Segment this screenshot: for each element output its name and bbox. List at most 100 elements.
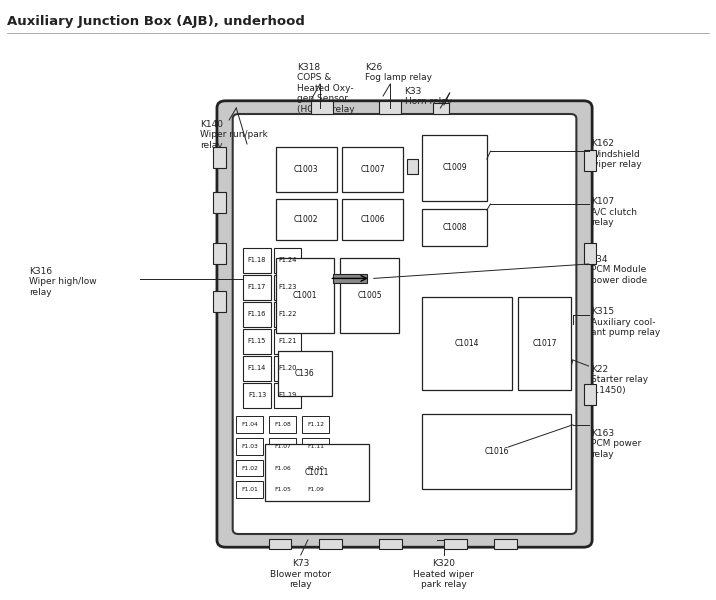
Text: Auxiliary Junction Box (AJB), underhood: Auxiliary Junction Box (AJB), underhood	[7, 15, 305, 28]
Text: V34
PCM Module
power diode: V34 PCM Module power diode	[591, 255, 647, 285]
Text: K162
Windshield
wiper relay: K162 Windshield wiper relay	[591, 139, 642, 169]
Bar	[269, 416, 296, 433]
Text: F1.16: F1.16	[248, 311, 266, 317]
Text: C1001: C1001	[293, 291, 317, 300]
Text: K73
Blower motor
relay: K73 Blower motor relay	[270, 559, 332, 589]
Text: C1006: C1006	[360, 215, 385, 224]
Text: K318
COPS &
Heated Oxy-
gen Sensor
(HO2S) relay: K318 COPS & Heated Oxy- gen Sensor (HO2S…	[297, 63, 354, 113]
Text: F1.19: F1.19	[279, 392, 297, 398]
Bar	[518, 297, 571, 390]
Text: F1.12: F1.12	[307, 422, 324, 427]
Bar	[407, 159, 418, 174]
Text: C1003: C1003	[294, 165, 319, 174]
Text: F1.10: F1.10	[307, 466, 324, 470]
Text: F1.04: F1.04	[241, 422, 258, 427]
Bar	[494, 539, 517, 549]
Text: F1.17: F1.17	[248, 284, 266, 290]
Text: C1016: C1016	[485, 447, 509, 456]
Text: K315
Auxiliary cool-
ant pump relay: K315 Auxiliary cool- ant pump relay	[591, 307, 660, 337]
FancyBboxPatch shape	[233, 114, 576, 534]
Text: F1.24: F1.24	[279, 257, 297, 263]
Bar	[584, 243, 596, 264]
Text: F1.15: F1.15	[248, 338, 266, 344]
Bar	[269, 460, 296, 476]
Bar	[243, 329, 271, 354]
Bar	[274, 329, 301, 354]
Bar	[584, 384, 596, 405]
Text: F1.14: F1.14	[248, 365, 266, 371]
Bar	[274, 383, 301, 408]
Bar	[422, 209, 487, 246]
Bar	[584, 150, 596, 171]
Bar	[302, 481, 329, 498]
Bar	[342, 199, 403, 240]
Text: F1.20: F1.20	[279, 365, 297, 371]
Bar	[243, 275, 271, 300]
Bar	[302, 438, 329, 455]
Text: K26
Fog lamp relay: K26 Fog lamp relay	[365, 63, 432, 82]
Text: C1009: C1009	[442, 163, 467, 172]
Bar	[311, 101, 333, 114]
Text: F1.08: F1.08	[274, 422, 291, 427]
Text: F1.13: F1.13	[248, 392, 266, 398]
Bar	[274, 356, 301, 381]
Text: F1.23: F1.23	[279, 284, 297, 290]
Bar	[276, 258, 334, 333]
Bar	[243, 356, 271, 381]
Text: K140
Wiper run/park
relay: K140 Wiper run/park relay	[200, 120, 268, 150]
Bar	[340, 258, 399, 333]
Text: F1.06: F1.06	[274, 466, 291, 470]
Bar	[243, 302, 271, 327]
Bar	[342, 147, 403, 192]
Text: C1011: C1011	[304, 468, 329, 477]
Text: C1017: C1017	[532, 339, 557, 348]
Text: K107
A/C clutch
relay: K107 A/C clutch relay	[591, 197, 637, 227]
Bar	[444, 539, 467, 549]
Text: K316
Wiper high/low
relay: K316 Wiper high/low relay	[29, 267, 96, 297]
Bar	[302, 460, 329, 476]
Text: F1.09: F1.09	[307, 487, 324, 492]
Bar	[274, 248, 301, 273]
Bar	[274, 302, 301, 327]
Text: F1.18: F1.18	[248, 257, 266, 263]
Text: F1.21: F1.21	[279, 338, 297, 344]
Bar	[379, 539, 402, 549]
FancyBboxPatch shape	[217, 101, 592, 547]
Bar	[236, 481, 263, 498]
Text: K163
PCM power
relay: K163 PCM power relay	[591, 429, 641, 459]
Text: F1.05: F1.05	[274, 487, 291, 492]
Bar	[422, 135, 487, 201]
Text: F1.07: F1.07	[274, 444, 291, 449]
Bar	[278, 351, 332, 396]
Bar	[274, 275, 301, 300]
Text: K320
Heated wiper
park relay: K320 Heated wiper park relay	[413, 559, 475, 589]
Bar	[236, 460, 263, 476]
Bar	[243, 383, 271, 408]
Bar	[268, 539, 291, 549]
Bar	[422, 297, 512, 390]
Bar	[269, 438, 296, 455]
Bar	[236, 416, 263, 433]
Bar	[302, 416, 329, 433]
Text: F1.11: F1.11	[307, 444, 324, 449]
Bar	[213, 192, 226, 213]
Text: F1.01: F1.01	[241, 487, 258, 492]
Text: C1007: C1007	[360, 165, 385, 174]
Bar	[276, 199, 337, 240]
Text: F1.22: F1.22	[279, 311, 297, 317]
Text: C1005: C1005	[357, 291, 382, 300]
Text: K33
Horn relay: K33 Horn relay	[405, 87, 452, 106]
Bar	[379, 101, 401, 114]
Text: F1.02: F1.02	[241, 466, 258, 470]
Bar	[433, 103, 449, 114]
Bar	[236, 438, 263, 455]
Text: C1008: C1008	[442, 223, 467, 232]
Bar	[213, 291, 226, 312]
Text: C1002: C1002	[294, 215, 319, 224]
Bar	[422, 414, 571, 489]
Bar	[265, 444, 369, 501]
Bar	[213, 147, 226, 168]
Bar	[243, 248, 271, 273]
Bar	[319, 539, 342, 549]
Text: K22
Starter relay
(11450): K22 Starter relay (11450)	[591, 365, 648, 395]
